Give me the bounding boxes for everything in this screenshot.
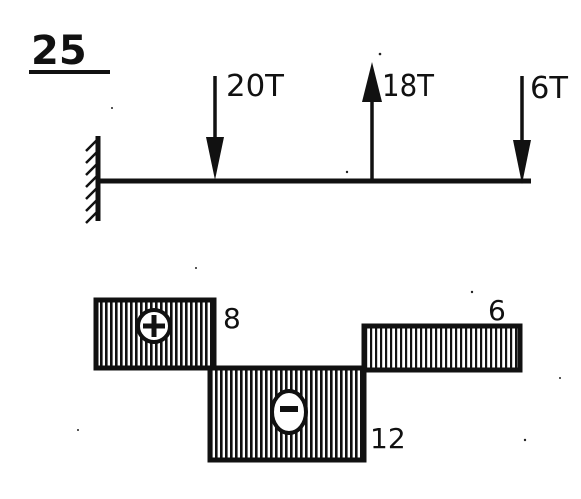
problem-number: 25	[31, 28, 87, 74]
shear-value-6: 6	[488, 294, 506, 327]
fixed-support	[85, 136, 101, 224]
problem-number-underline	[29, 70, 110, 74]
shear-segment-negative	[207, 365, 367, 463]
minus-sign-icon	[270, 389, 308, 435]
load-label-20t: 20T	[226, 69, 285, 104]
scan-specks	[77, 52, 561, 442]
plus-sign-icon	[136, 308, 172, 344]
load-arrow-18t	[362, 62, 382, 180]
shear-diagram: + − 8 12 6	[93, 294, 523, 463]
shear-value-8: 8	[223, 302, 241, 335]
load-label-6t: 6T	[530, 71, 569, 106]
load-arrow-20t	[206, 76, 224, 180]
load-arrow-6t	[513, 76, 531, 184]
shear-segment-right	[361, 323, 523, 373]
load-label-18t: 18T	[382, 69, 435, 104]
shear-value-12: 12	[370, 422, 406, 455]
